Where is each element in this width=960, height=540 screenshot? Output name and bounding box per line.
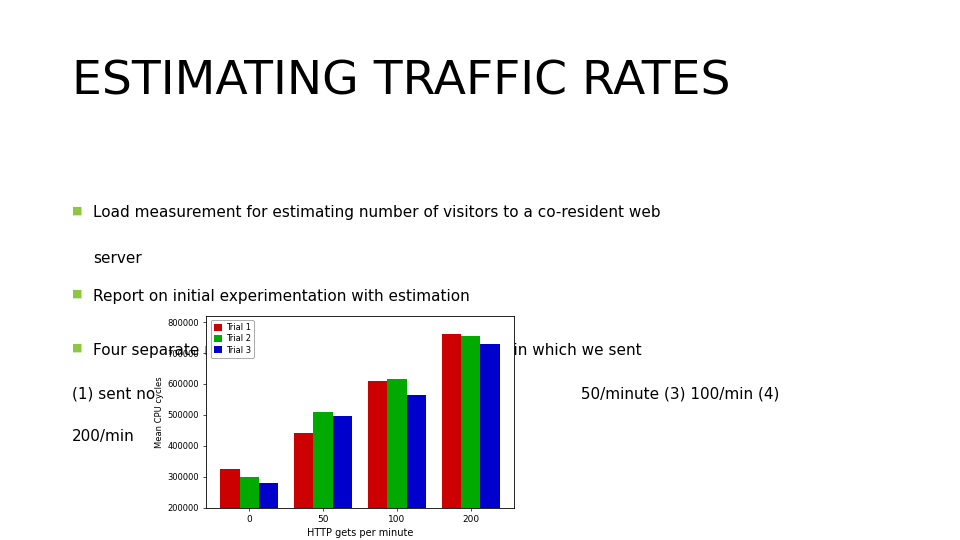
Bar [406, 395, 425, 540]
Text: ESTIMATING TRAFFIC RATES: ESTIMATING TRAFFIC RATES [72, 59, 731, 104]
Bar [221, 469, 240, 540]
X-axis label: HTTP gets per minute: HTTP gets per minute [307, 529, 413, 538]
Bar [368, 381, 387, 540]
Text: server: server [93, 251, 142, 266]
Text: Load measurement for estimating number of visitors to a co-resident web: Load measurement for estimating number o… [93, 205, 660, 220]
Text: Four separate runs of 1000 cache load measurements in which we sent: Four separate runs of 1000 cache load me… [93, 343, 641, 358]
Bar [295, 434, 314, 540]
Bar [240, 477, 259, 540]
Text: Report on initial experimentation with estimation: Report on initial experimentation with e… [93, 289, 469, 304]
Bar [387, 379, 406, 540]
Bar [314, 411, 333, 540]
Text: 50/minute (3) 100/min (4): 50/minute (3) 100/min (4) [576, 386, 780, 401]
Text: (1) sent no: (1) sent no [72, 386, 156, 401]
Bar [461, 336, 480, 540]
Text: 200/min: 200/min [72, 429, 134, 444]
Text: ■: ■ [72, 205, 83, 215]
Bar [259, 483, 278, 540]
Text: ■: ■ [72, 343, 83, 353]
Bar [480, 344, 499, 540]
Bar [333, 416, 352, 540]
Bar [442, 334, 461, 540]
Text: ■: ■ [72, 289, 83, 299]
Legend: Trial 1, Trial 2, Trial 3: Trial 1, Trial 2, Trial 3 [210, 320, 254, 358]
Y-axis label: Mean CPU cycles: Mean CPU cycles [156, 376, 164, 448]
